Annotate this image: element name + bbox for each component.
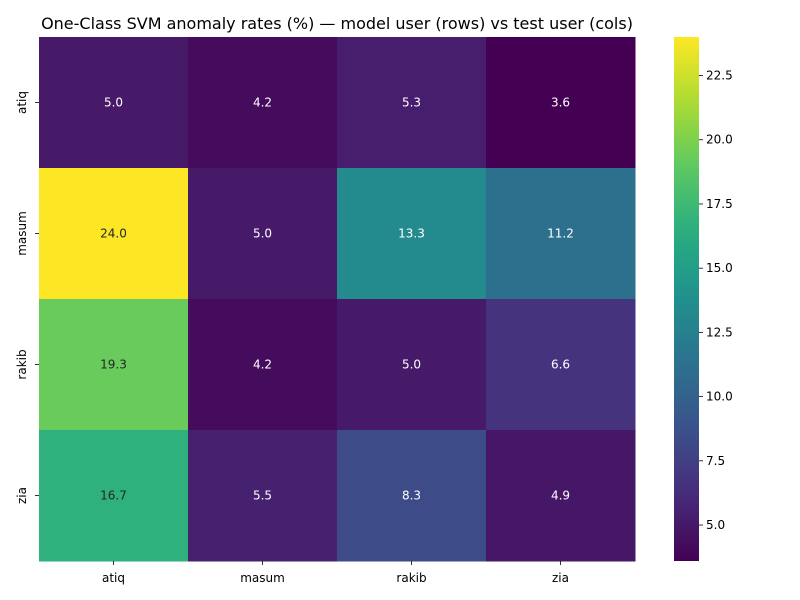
- colorbar-gradient: [674, 37, 699, 561]
- cell-value-label: 4.2: [253, 96, 272, 110]
- heatmap-cell: [188, 37, 338, 169]
- heatmap-cell: [337, 299, 487, 431]
- heatmap-cell: [337, 168, 487, 300]
- heatmap-cell: [39, 430, 189, 562]
- row-tick-label: atiq: [15, 91, 29, 114]
- heatmap-cell: [337, 430, 487, 562]
- heatmap-cell: [39, 299, 189, 431]
- column-tick-label: rakib: [396, 571, 426, 585]
- colorbar-tick-label: 15.0: [706, 261, 733, 275]
- cell-value-label: 16.7: [100, 489, 127, 503]
- cell-value-label: 19.3: [100, 358, 127, 372]
- row-tick-label: masum: [15, 211, 29, 256]
- column-tick-label: masum: [240, 571, 285, 585]
- cell-value-label: 8.3: [402, 489, 421, 503]
- heatmap-cell: [188, 168, 338, 300]
- colorbar-tick-label: 20.0: [706, 133, 733, 147]
- cell-value-label: 24.0: [100, 227, 127, 241]
- heatmap-cell: [486, 299, 636, 431]
- cell-value-label: 5.0: [253, 227, 272, 241]
- colorbar-tick-label: 5.0: [706, 518, 725, 532]
- cell-value-label: 3.6: [551, 96, 570, 110]
- heatmap-cell: [486, 37, 636, 169]
- colorbar-tick-label: 12.5: [706, 325, 733, 339]
- colorbar-tick-label: 17.5: [706, 197, 733, 211]
- heatmap-cell: [39, 168, 189, 300]
- row-axis: atiq masum rakib zia: [15, 91, 39, 504]
- colorbar-tick-label: 22.5: [706, 69, 733, 83]
- cell-value-label: 5.5: [253, 489, 272, 503]
- heatmap-cell: [486, 430, 636, 562]
- cell-value-label: 11.2: [547, 227, 574, 241]
- cell-value-label: 5.3: [402, 96, 421, 110]
- cell-value-label: 6.6: [551, 358, 570, 372]
- column-tick-label: zia: [552, 571, 569, 585]
- cell-value-label: 13.3: [398, 227, 425, 241]
- column-tick-label: atiq: [102, 571, 125, 585]
- heatmap-cell: [188, 299, 338, 431]
- heatmap-cell: [486, 168, 636, 300]
- row-tick-label: rakib: [15, 349, 29, 379]
- colorbar-tick-label: 10.0: [706, 390, 733, 404]
- cell-value-label: 5.0: [402, 358, 421, 372]
- cell-value-label: 4.9: [551, 489, 570, 503]
- heatmap-cells: 5.0 4.2 5.3 3.6 24.0 5.0 13.3 11.2 19.3 4.2 5.0 6.6…: [39, 37, 636, 562]
- chart-title: One-Class SVM anomaly rates (%) — model …: [41, 14, 633, 33]
- cell-value-label: 5.0: [104, 96, 123, 110]
- heatmap-cell: [188, 430, 338, 562]
- colorbar-tick-label: 7.5: [706, 454, 725, 468]
- heatmap-cell: [337, 37, 487, 169]
- heatmap-cell: [39, 37, 189, 169]
- colorbar: 5.0 7.5 10.0 12.5 15.0 17.5 20.0 22.5: [674, 37, 733, 561]
- row-tick-label: zia: [15, 487, 29, 504]
- column-axis: atiq masum rakib zia: [102, 561, 569, 585]
- cell-value-label: 4.2: [253, 358, 272, 372]
